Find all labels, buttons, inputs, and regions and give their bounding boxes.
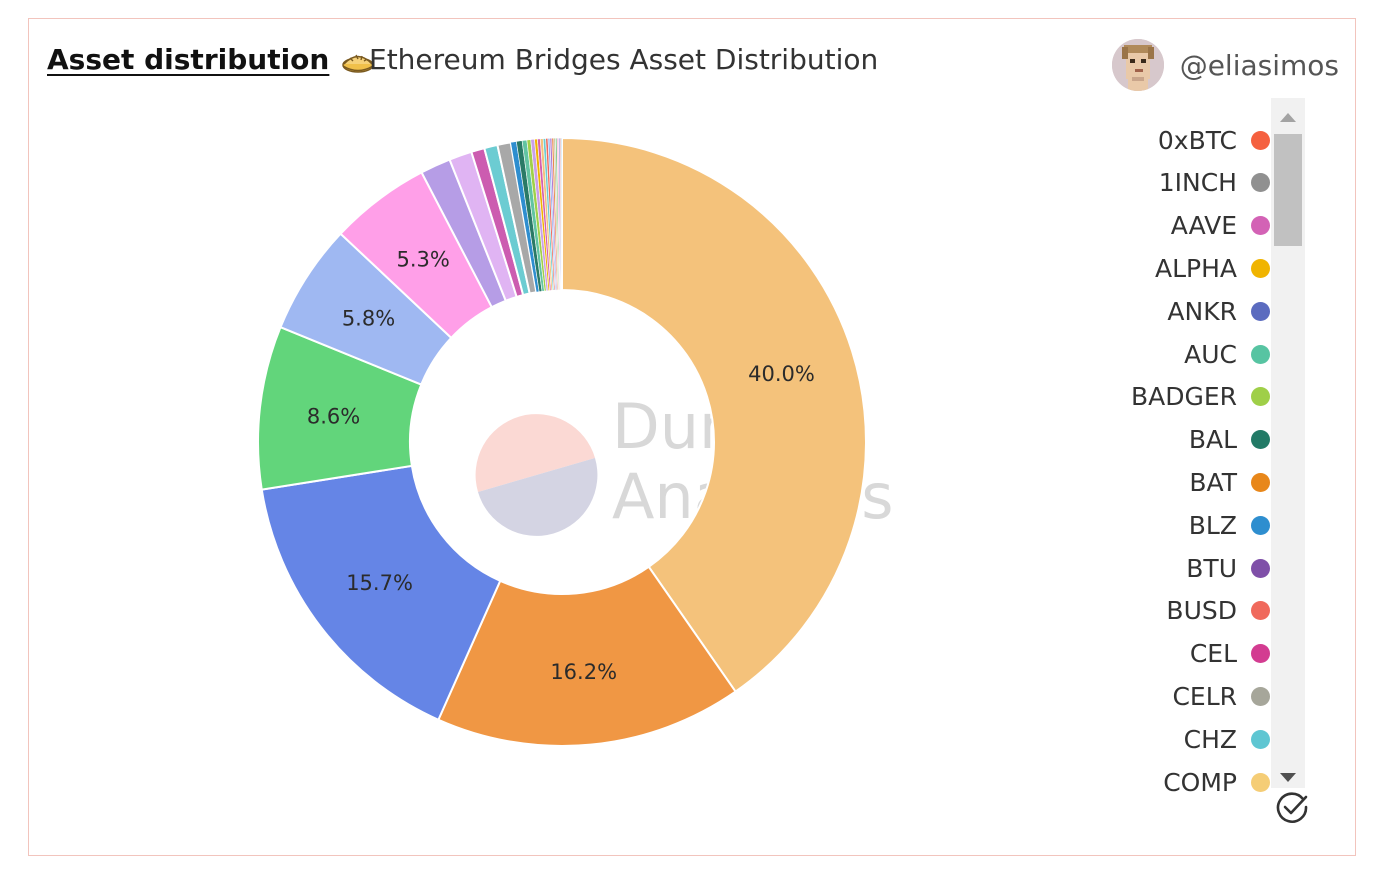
legend-color-dot [1251,344,1270,364]
legend-color-dot [1251,644,1270,664]
legend-label: 1INCH [1158,168,1237,198]
legend-item[interactable]: COMP [1163,764,1270,794]
legend-item[interactable]: CHZ [1184,721,1270,757]
legend-color-dot [1251,301,1270,321]
legend-color-dot [1251,686,1270,706]
legend-color-dot [1251,601,1270,621]
legend-color-dot [1251,387,1270,407]
donut-slices [257,136,867,747]
slice-percent-label: 40.0% [748,362,815,386]
slice-percent-label: 8.6% [307,405,360,429]
legend-item[interactable]: 1INCH [1159,165,1270,201]
legend-label: BLZ [1188,510,1237,540]
legend-item[interactable]: BAT [1189,464,1270,500]
legend-label: CEL [1189,639,1237,669]
legend-item[interactable]: BAL [1189,422,1270,458]
legend-label: COMP [1163,767,1237,795]
legend-label: 0xBTC [1157,125,1237,155]
legend-item[interactable]: ALPHA [1155,250,1270,286]
legend-item[interactable]: BLZ [1189,507,1270,543]
donut-slice[interactable] [561,136,867,693]
slice-percent-label: 15.7% [346,571,413,595]
legend: 0xBTC 1INCH AAVE ALPHA ANKR AUC BADGER BAL BAT BL… [1060,98,1270,794]
legend-color-dot [1251,173,1270,193]
legend-color-dot [1251,258,1270,278]
legend-label: BAT [1189,467,1237,497]
scroll-up-arrow-icon[interactable] [1280,113,1296,122]
verified-check-icon[interactable] [1275,790,1309,824]
legend-scrollbar[interactable] [1271,98,1305,788]
legend-item[interactable]: CEL [1190,636,1270,672]
legend-label: ANKR [1167,296,1237,326]
author-handle: @eliasimos [1179,48,1339,82]
legend-label: CHZ [1183,724,1237,754]
legend-item[interactable]: AAVE [1171,208,1270,244]
legend-color-dot [1251,729,1270,749]
legend-item[interactable]: 0xBTC [1158,122,1270,158]
dune-logo-top-half [475,414,595,492]
legend-item[interactable]: BUSD [1166,593,1270,629]
legend-label: ALPHA [1154,253,1237,283]
author-link[interactable]: @eliasimos [1111,39,1339,91]
scroll-thumb[interactable] [1274,134,1302,246]
legend-label: BAL [1188,425,1237,455]
avatar[interactable] [1111,39,1164,91]
legend-color-dot [1251,558,1270,578]
avatar-pixel-icon [1111,39,1164,91]
slice-percent-label: 5.8% [342,307,395,331]
donut-slice[interactable] [560,137,563,291]
legend-color-dot [1251,430,1270,450]
dune-logo-bottom-half [478,458,598,536]
legend-label: AAVE [1170,211,1237,241]
pie-emoji-icon [342,54,375,73]
legend-color-dot [1251,216,1270,236]
slice-percent-label: 16.2% [550,660,617,684]
donut-slice-labels: 40.0% 16.2% 15.7% 8.6% 5.8% 5.3% [307,248,815,684]
legend-label: AUC [1184,339,1237,369]
legend-label: BUSD [1166,596,1237,626]
legend-label: CELR [1172,681,1237,711]
legend-color-dot [1251,515,1270,535]
scroll-down-arrow-icon[interactable] [1280,773,1296,782]
chart-subtitle: Ethereum Bridges Asset Distribution [369,43,879,76]
legend-color-dot [1251,772,1270,792]
legend-item[interactable]: ANKR [1167,293,1270,329]
legend-color-dot [1251,130,1270,150]
legend-item[interactable]: CELR [1172,678,1270,714]
legend-color-dot [1251,472,1270,492]
chart-title-link[interactable]: Asset distribution [47,43,375,76]
slice-percent-label: 5.3% [396,248,449,272]
chart-title: Asset distribution [47,43,330,76]
legend-label: BADGER [1130,382,1237,412]
donut-slice[interactable] [437,565,737,747]
legend-label: BTU [1186,553,1237,583]
donut-slice[interactable] [260,464,502,722]
legend-item[interactable]: BTU [1186,550,1270,586]
legend-item[interactable]: AUC [1184,336,1270,372]
legend-item[interactable]: BADGER [1131,379,1270,415]
